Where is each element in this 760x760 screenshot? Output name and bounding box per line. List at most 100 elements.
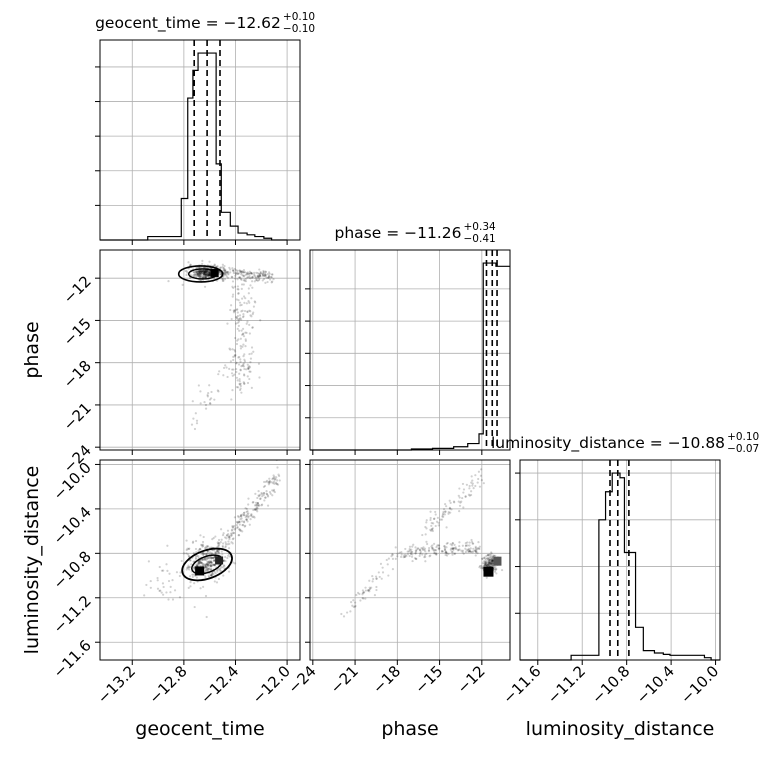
sample-point (203, 401, 206, 404)
sample-point (410, 550, 413, 553)
sample-point (486, 557, 489, 560)
sample-point (206, 568, 209, 572)
sample-point (196, 275, 200, 278)
sample-point (224, 559, 227, 563)
sample-point (474, 549, 477, 552)
sample-point (239, 513, 243, 517)
sample-point (236, 278, 239, 281)
sample-point (255, 279, 258, 282)
sample-point (206, 550, 210, 553)
sample-point (257, 504, 260, 507)
sample-point (246, 375, 249, 378)
sample-point (429, 529, 433, 532)
sample-point (188, 547, 191, 550)
sample-point (195, 576, 198, 579)
sample-point (218, 370, 221, 373)
sample-point (476, 548, 479, 551)
sample-point (206, 563, 210, 567)
sample-point (211, 572, 214, 575)
sample-point (464, 550, 467, 554)
sample-point (483, 556, 486, 559)
sample-point (206, 545, 210, 548)
sample-point (474, 551, 478, 554)
sample-point (273, 477, 276, 480)
sample-point (203, 273, 207, 276)
sample-point (443, 545, 446, 548)
sample-point (237, 318, 240, 321)
sample-point (235, 298, 238, 301)
sample-point (232, 309, 235, 312)
sample-point (247, 276, 250, 279)
sample-point (238, 276, 241, 279)
sample-point (199, 270, 202, 273)
sample-point (210, 574, 213, 577)
sample-point (217, 552, 221, 555)
sample-point (450, 550, 453, 553)
sample-point (203, 273, 206, 276)
sample-point (373, 594, 377, 597)
sample-point (238, 382, 241, 386)
sample-point (227, 536, 230, 539)
sample-point (375, 585, 378, 589)
sample-point (204, 269, 207, 272)
sample-point (214, 552, 217, 555)
sample-point (252, 271, 256, 274)
sample-point (411, 559, 414, 563)
sample-point (230, 541, 233, 544)
sample-point (263, 499, 266, 502)
sample-point (243, 271, 246, 274)
sample-point (364, 589, 367, 592)
sample-point (204, 564, 207, 568)
sample-point (204, 569, 208, 572)
sample-point (211, 563, 214, 566)
sample-point (247, 503, 250, 506)
sample-point (222, 564, 226, 567)
sample-point (203, 285, 207, 288)
sample-point (242, 268, 246, 272)
sample-point (467, 493, 471, 496)
sample-point (197, 273, 200, 276)
sample-point (410, 555, 414, 558)
sample-point (431, 547, 434, 550)
sample-point (453, 547, 456, 550)
sample-point (245, 518, 248, 522)
sample-point (235, 362, 238, 365)
sample-point (192, 560, 195, 563)
sample-point (208, 272, 211, 276)
sample-point (244, 297, 247, 300)
sample-point (207, 562, 210, 565)
sample-point (247, 367, 250, 370)
sample-point (475, 550, 478, 553)
sample-point (489, 558, 492, 561)
sample-point (369, 587, 372, 591)
sample-point (199, 587, 202, 590)
sample-point (247, 515, 250, 518)
sample-point (242, 335, 246, 338)
sample-point (228, 535, 231, 539)
sample-point (256, 510, 259, 513)
sample-point (236, 272, 240, 276)
sample-point (272, 489, 275, 493)
sample-point (227, 554, 230, 557)
sample-point (227, 570, 231, 573)
sample-point (483, 562, 486, 565)
sample-point (483, 564, 487, 567)
sample-point (231, 526, 234, 529)
sample-point (350, 600, 353, 604)
sample-point (242, 312, 245, 316)
sample-point (208, 271, 211, 274)
sample-point (363, 591, 366, 594)
sample-point (238, 318, 241, 321)
sample-point (243, 279, 246, 282)
sample-point (465, 544, 468, 547)
sample-point (261, 503, 264, 506)
sample-point (253, 273, 256, 276)
sample-point (202, 270, 205, 273)
sample-point (432, 549, 436, 552)
sample-point (403, 555, 407, 558)
sample-point (200, 272, 203, 275)
sample-point (233, 355, 236, 358)
sample-point (211, 563, 215, 567)
sample-point (249, 518, 252, 521)
sample-point (160, 569, 164, 572)
